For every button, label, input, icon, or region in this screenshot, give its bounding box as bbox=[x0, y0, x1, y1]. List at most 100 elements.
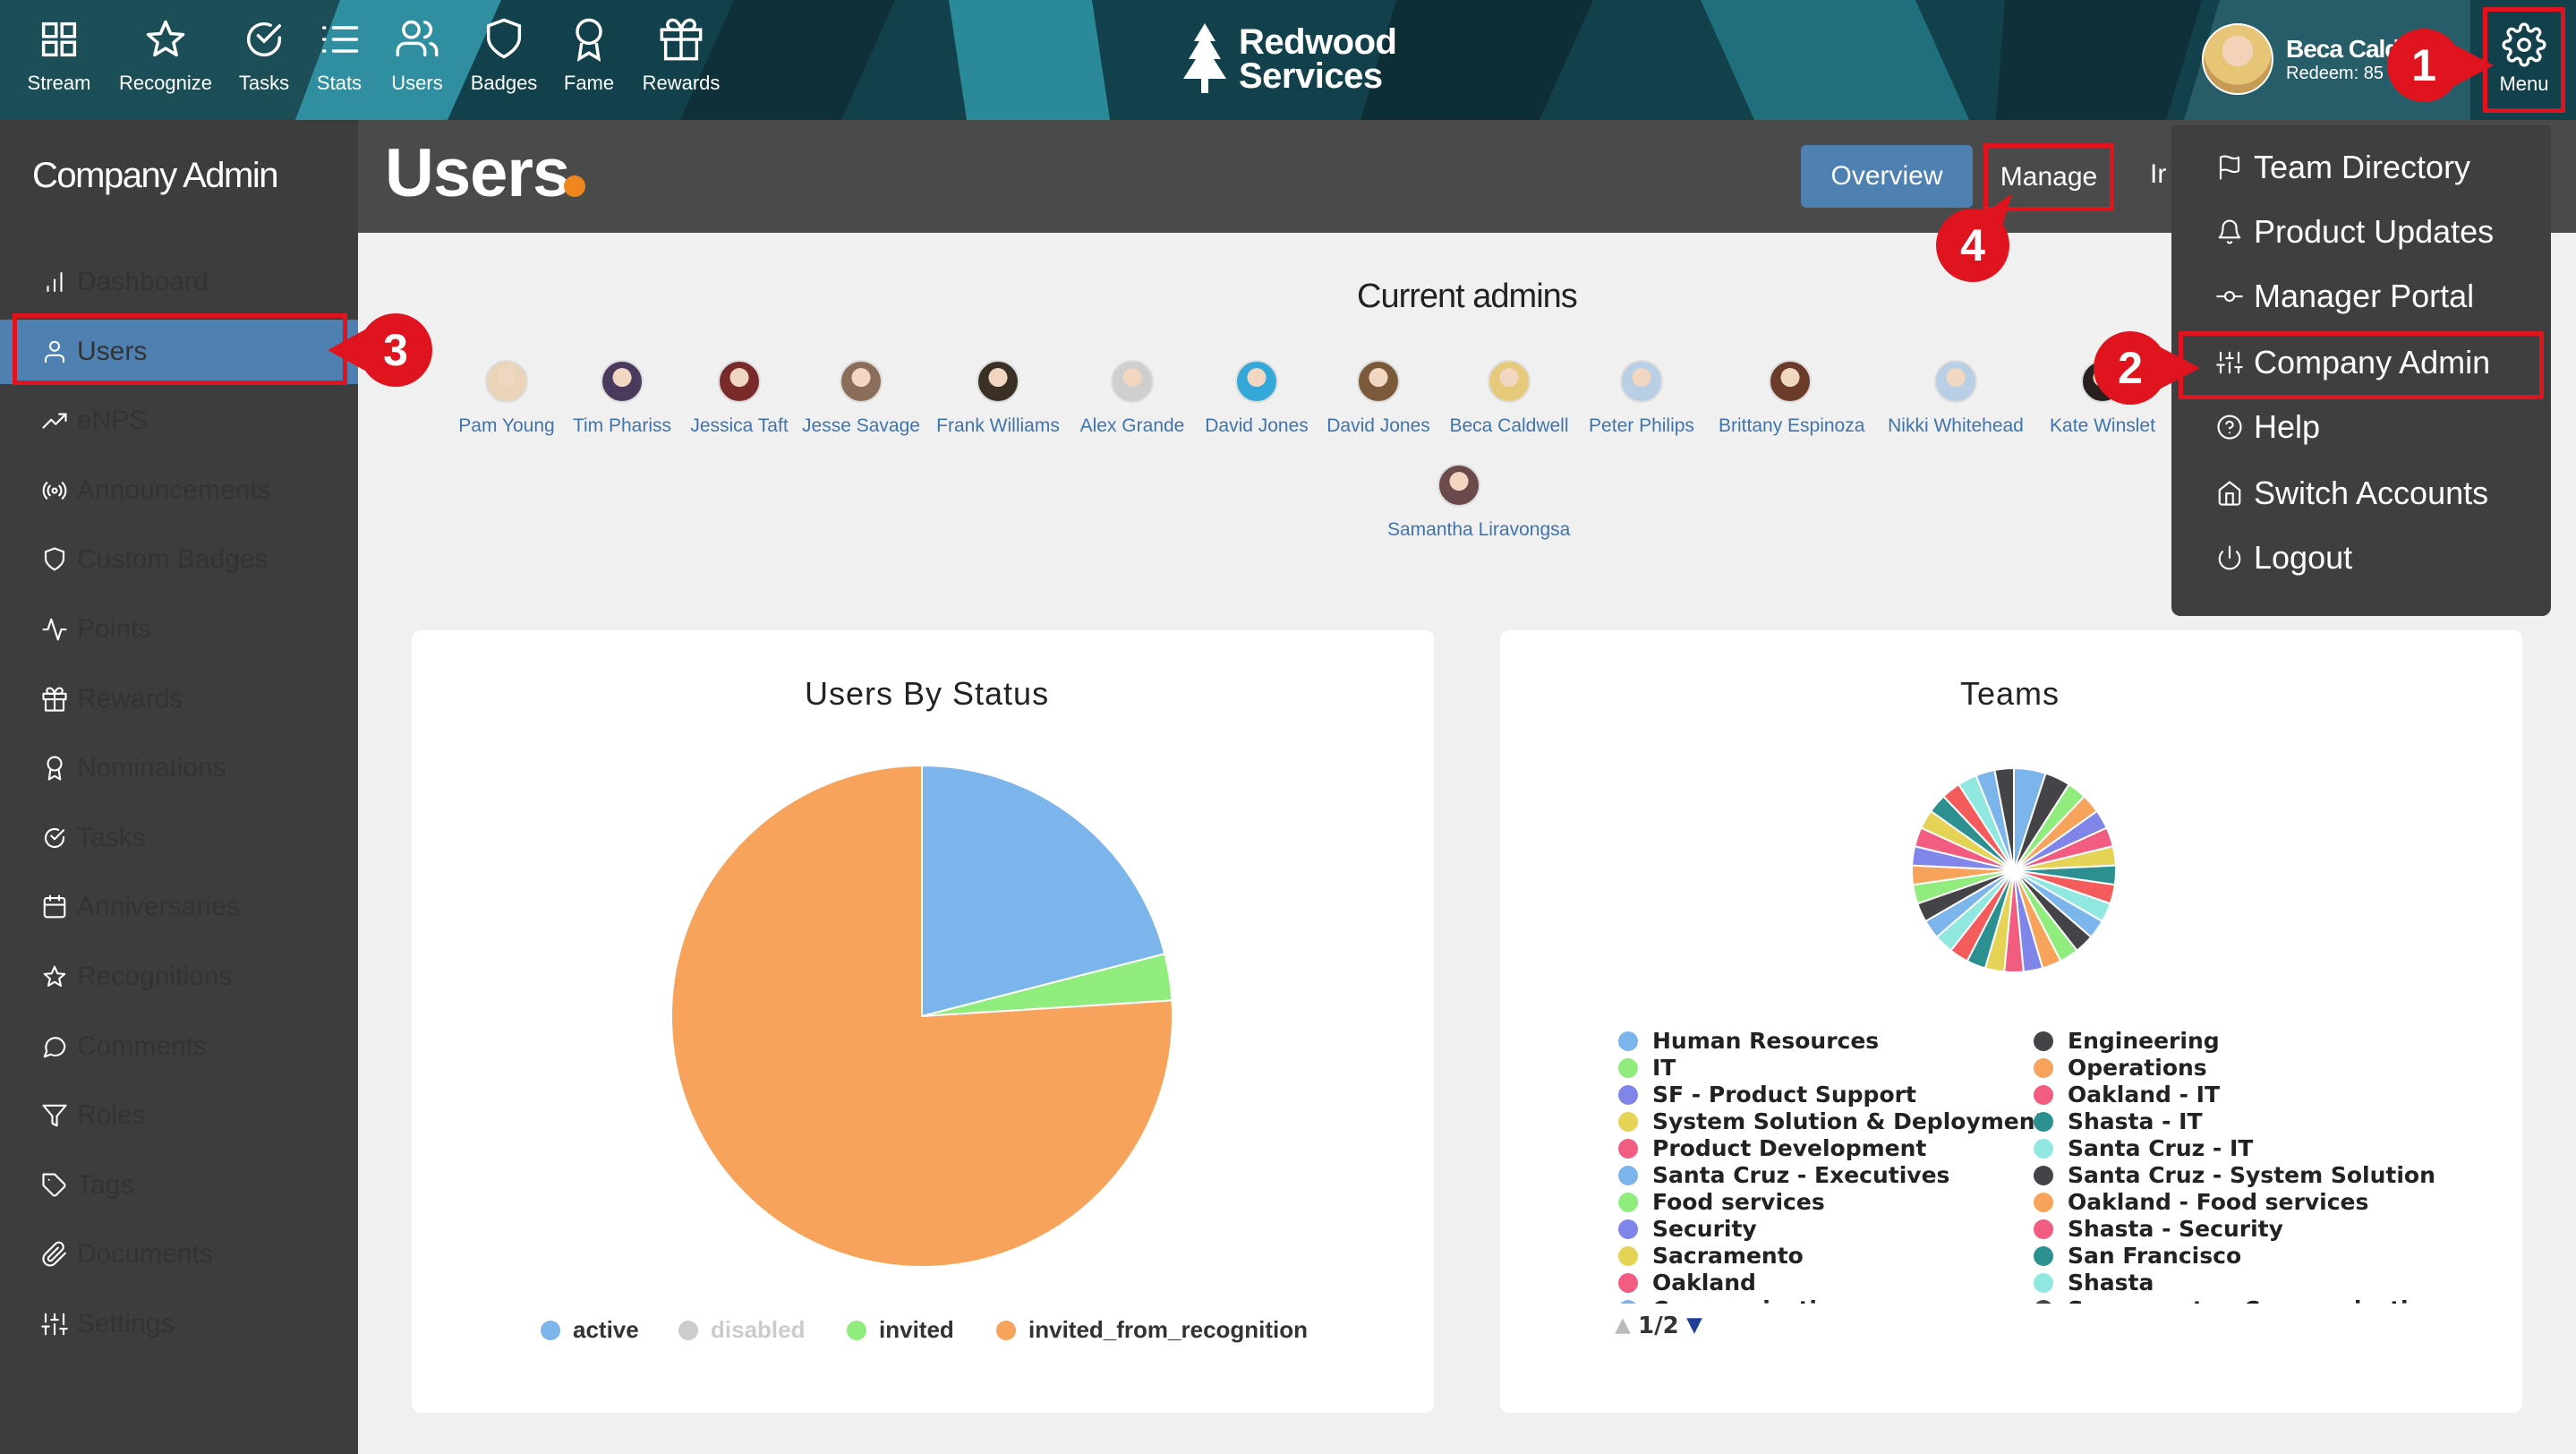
sidebar-item-custom-badges[interactable]: Custom Badges bbox=[0, 527, 358, 592]
legend-swatch bbox=[2034, 1192, 2053, 1212]
teams-legend-item[interactable]: Santa Cruz - Executives bbox=[1618, 1162, 1949, 1188]
teams-legend-item[interactable]: Communications bbox=[1618, 1296, 1862, 1304]
teams-legend-item[interactable]: Oakland - IT bbox=[2034, 1082, 2220, 1108]
annotation-badge-1: 1 bbox=[2387, 29, 2494, 102]
legend-item-invited[interactable]: invited bbox=[847, 1316, 954, 1344]
nav-rewards[interactable]: Rewards bbox=[627, 16, 735, 95]
teams-legend-item[interactable]: IT bbox=[1618, 1055, 1676, 1081]
sidebar-item-roles[interactable]: Roles bbox=[0, 1083, 358, 1148]
teams-legend-item[interactable]: Shasta bbox=[2034, 1270, 2154, 1296]
tab-truncated[interactable]: Ir bbox=[2150, 159, 2167, 189]
nav-badges-label: Badges bbox=[470, 72, 538, 94]
teams-legend-item[interactable]: Santa Cruz - System Solution bbox=[2034, 1162, 2435, 1188]
teams-legend-item[interactable]: Sacramento - Communications bbox=[2034, 1296, 2452, 1304]
teams-legend-item[interactable]: Human Resources bbox=[1618, 1028, 1879, 1054]
sidebar-item-nominations[interactable]: Nominations bbox=[0, 736, 358, 800]
teams-legend-item[interactable]: San Francisco bbox=[2034, 1243, 2241, 1269]
teams-slice-31[interactable] bbox=[1993, 766, 2015, 871]
admin-nikki-whitehead[interactable]: Nikki Whitehead bbox=[1884, 360, 2027, 437]
sidebar-item-tags[interactable]: Tags bbox=[0, 1153, 358, 1218]
admin-alex-grande[interactable]: Alex Grande bbox=[1061, 360, 1204, 437]
sidebar-item-settings[interactable]: Settings bbox=[0, 1292, 358, 1356]
menu-item-manager-portal[interactable]: Manager Portal bbox=[2216, 278, 2474, 315]
admin-pam-young[interactable]: Pam Young bbox=[435, 360, 578, 437]
teams-legend-item[interactable]: Food services bbox=[1618, 1189, 1825, 1215]
teams-legend-item[interactable]: Product Development bbox=[1618, 1135, 1926, 1161]
sidebar-item-documents[interactable]: Documents bbox=[0, 1222, 358, 1287]
sidebar-item-rewards[interactable]: Rewards bbox=[0, 667, 358, 731]
teams-legend-item[interactable]: Shasta - Security bbox=[2034, 1216, 2283, 1242]
menu-item-team-directory[interactable]: Team Directory bbox=[2216, 149, 2470, 186]
legend-swatch bbox=[2034, 1165, 2053, 1185]
sidebar-item-points[interactable]: Points bbox=[0, 597, 358, 662]
annotation-label-2: 2 bbox=[2118, 343, 2143, 393]
bar-chart-icon bbox=[47, 271, 63, 293]
legend-swatch bbox=[1618, 1299, 1638, 1304]
status-slice-0[interactable] bbox=[921, 764, 1166, 1018]
teams-legend-item[interactable]: System Solution & Deployment bbox=[1618, 1108, 2046, 1134]
status-slice-3[interactable] bbox=[670, 764, 1173, 1268]
nav-badges[interactable]: Badges bbox=[450, 16, 558, 95]
page-title: Users bbox=[385, 135, 570, 211]
admin-tim-phariss[interactable]: Tim Phariss bbox=[550, 360, 694, 437]
menu-button[interactable]: Menu bbox=[2483, 7, 2565, 113]
nav-recognize[interactable]: Recognize bbox=[112, 16, 219, 95]
menu-item-switch-accounts[interactable]: Switch Accounts bbox=[2216, 475, 2488, 512]
legend-label: Product Development bbox=[1652, 1135, 1927, 1161]
sidebar-item-label: Announcements bbox=[77, 475, 271, 505]
legend-item-active[interactable]: active bbox=[541, 1316, 639, 1344]
admin-name: Kate Winslet bbox=[2050, 415, 2155, 436]
page-up-icon[interactable] bbox=[1613, 1316, 1633, 1336]
teams-legend-item[interactable]: Security bbox=[1618, 1216, 1757, 1242]
sidebar-item-anniversaries[interactable]: Anniversaries bbox=[0, 875, 358, 939]
teams-legend-item[interactable]: Oakland - Food services bbox=[2034, 1189, 2368, 1215]
admin-brittany-espinoza[interactable]: Brittany Espinoza bbox=[1719, 360, 1864, 437]
sidebar-item-recognitions[interactable]: Recognitions bbox=[0, 945, 358, 1009]
menu-item-help[interactable]: Help bbox=[2216, 408, 2320, 446]
menu-item-product-updates[interactable]: Product Updates bbox=[2216, 213, 2494, 251]
menu-item-logout[interactable]: Logout bbox=[2216, 539, 2352, 577]
legend-item-invited-from-recognition[interactable]: invited_from_recognition bbox=[996, 1316, 1308, 1344]
nav-tasks[interactable]: Tasks bbox=[210, 16, 318, 95]
teams-legend-item[interactable]: SF - Product Support bbox=[1618, 1082, 1916, 1108]
teams-legend-item[interactable]: Operations bbox=[2034, 1055, 2207, 1081]
tag-icon bbox=[42, 1173, 66, 1197]
teams-legend-item[interactable]: Engineering bbox=[2034, 1028, 2220, 1054]
sidebar-item-enps[interactable]: eNPS bbox=[0, 389, 358, 453]
teams-legend-item[interactable]: Oakland bbox=[1618, 1270, 1756, 1296]
page-down-icon[interactable] bbox=[1685, 1316, 1704, 1336]
legend-item-disabled[interactable]: disabled bbox=[678, 1316, 805, 1344]
avatar bbox=[1488, 360, 1531, 403]
nav-stats[interactable]: Stats bbox=[286, 16, 393, 95]
sidebar-item-users[interactable]: Users bbox=[0, 319, 358, 384]
admin-jesse-savage[interactable]: Jesse Savage bbox=[789, 360, 933, 437]
nav-users[interactable]: Users bbox=[363, 16, 471, 95]
teams-legend-item[interactable]: Sacramento bbox=[1618, 1243, 1804, 1269]
sidebar-item-comments[interactable]: Comments bbox=[0, 1014, 358, 1079]
legend-swatch bbox=[541, 1320, 560, 1340]
nav-fame[interactable]: Fame bbox=[535, 16, 643, 95]
legend-label: invited_from_recognition bbox=[1028, 1316, 1309, 1343]
teams-legend-item[interactable]: Shasta - IT bbox=[2034, 1108, 2203, 1134]
sidebar-item-dashboard[interactable]: Dashboard bbox=[0, 250, 358, 314]
tab-manage[interactable]: Manage bbox=[1983, 143, 2114, 211]
legend-swatch bbox=[1618, 1192, 1638, 1212]
brand-logo[interactable]: Redwood Services bbox=[1181, 23, 1397, 95]
legend-swatch bbox=[2034, 1138, 2053, 1159]
admin-name: Beca Caldwell bbox=[1449, 415, 1569, 436]
check-circle-icon bbox=[44, 827, 65, 848]
sidebar-item-tasks[interactable]: Tasks bbox=[0, 806, 358, 870]
admin-peter-philips[interactable]: Peter Philips bbox=[1570, 360, 1713, 437]
sidebar-item-announcements[interactable]: Announcements bbox=[0, 458, 358, 523]
admin-jessica-taft[interactable]: Jessica Taft bbox=[668, 360, 811, 437]
admin-frank-williams[interactable]: Frank Williams bbox=[926, 360, 1070, 437]
menu-item-company-admin[interactable]: Company Admin bbox=[2216, 344, 2490, 381]
admin-david-jones[interactable]: David Jones bbox=[1185, 360, 1328, 437]
admin-david-jones[interactable]: David Jones bbox=[1307, 360, 1450, 437]
admin-samantha-liravongsa[interactable]: Samantha Liravongsa bbox=[1387, 464, 1570, 541]
tab-overview[interactable]: Overview bbox=[1801, 145, 1973, 208]
legend-label: Food services bbox=[1652, 1189, 1825, 1215]
nav-stream[interactable]: Stream bbox=[5, 16, 113, 95]
teams-legend-item[interactable]: Santa Cruz - IT bbox=[2034, 1135, 2253, 1161]
admin-beca-caldwell[interactable]: Beca Caldwell bbox=[1437, 360, 1581, 437]
